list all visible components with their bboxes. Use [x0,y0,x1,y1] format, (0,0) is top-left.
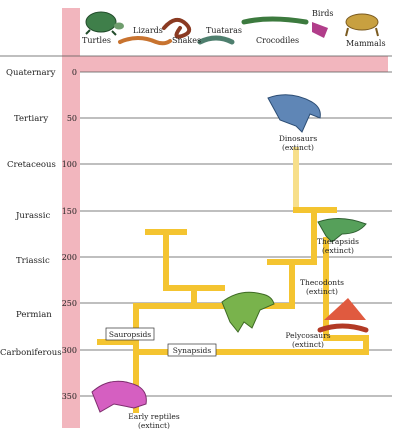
tick-300: 300 [62,346,77,355]
period-carboniferous: Carboniferous [0,348,62,358]
label-tuataras: Tuataras [206,26,242,35]
pelycosaur-icon [317,298,369,333]
tree-branches [97,69,369,413]
tick-200: 200 [62,253,77,262]
thecodont-icon [221,291,275,333]
period-triassic: Triassic [16,256,50,266]
animal-illustrations [85,11,379,413]
tick-150: 150 [62,207,77,216]
label-crocodiles: Crocodiles [256,36,299,45]
tick-100: 100 [62,160,77,169]
time-axis-band [62,8,80,428]
mammal-icon [345,13,379,37]
label-dinosaurs: Dinosaurs [279,134,317,143]
label-turtles: Turtles [82,36,111,45]
clade-synapsids: Synapsids [167,343,217,357]
label-therapsids: Therapsids [317,237,359,246]
period-jurassic: Jurassic [15,211,50,221]
snake-icon [162,17,192,39]
clade-sauropsids: Sauropsids [105,327,155,341]
label-early-reptiles: Early reptiles [128,412,180,421]
period-tertiary: Tertiary [14,114,48,124]
lizard-icon [118,36,172,46]
label-dinosaurs-extinct: (extinct) [282,143,314,152]
period-permian: Permian [16,310,52,320]
tuatara-icon [197,35,235,45]
label-mammals: Mammals [346,39,386,48]
tick-labels: 0 50 100 150 200 250 300 350 [62,68,77,401]
label-therapsids-extinct: (extinct) [322,246,354,255]
tick-350: 350 [62,392,77,401]
therapsid-icon [317,218,367,243]
svg-text:Synapsids: Synapsids [173,346,212,355]
label-pelycosaurs: Pelycosaurs [285,331,330,340]
turtle-icon [85,11,124,36]
label-lizards: Lizards [133,26,163,35]
label-early-reptiles-extinct: (extinct) [138,421,170,430]
label-pelycosaurs-extinct: (extinct) [292,340,324,349]
label-thecodonts: Thecodonts [300,278,344,287]
bird-icon [312,22,328,38]
crocodile-icon [241,16,309,25]
label-birds: Birds [312,9,334,18]
period-labels: Quaternary Tertiary Cretaceous Jurassic … [0,68,62,358]
quaternary-band [80,56,388,72]
label-thecodonts-extinct: (extinct) [306,287,338,296]
tick-0: 0 [72,68,77,77]
extinct-labels: Dinosaurs (extinct) Therapsids (extinct)… [128,134,359,430]
taxon-labels: Turtles Lizards Snakes Tuataras Crocodil… [82,9,386,48]
period-cretaceous: Cretaceous [7,160,56,170]
tick-250: 250 [62,299,77,308]
label-snakes: Snakes [172,36,201,45]
early-reptile-icon [91,380,147,413]
svg-text:Sauropsids: Sauropsids [109,330,151,339]
dinosaur-icon [267,94,321,133]
tick-50: 50 [67,114,77,123]
period-quaternary: Quaternary [6,68,56,78]
